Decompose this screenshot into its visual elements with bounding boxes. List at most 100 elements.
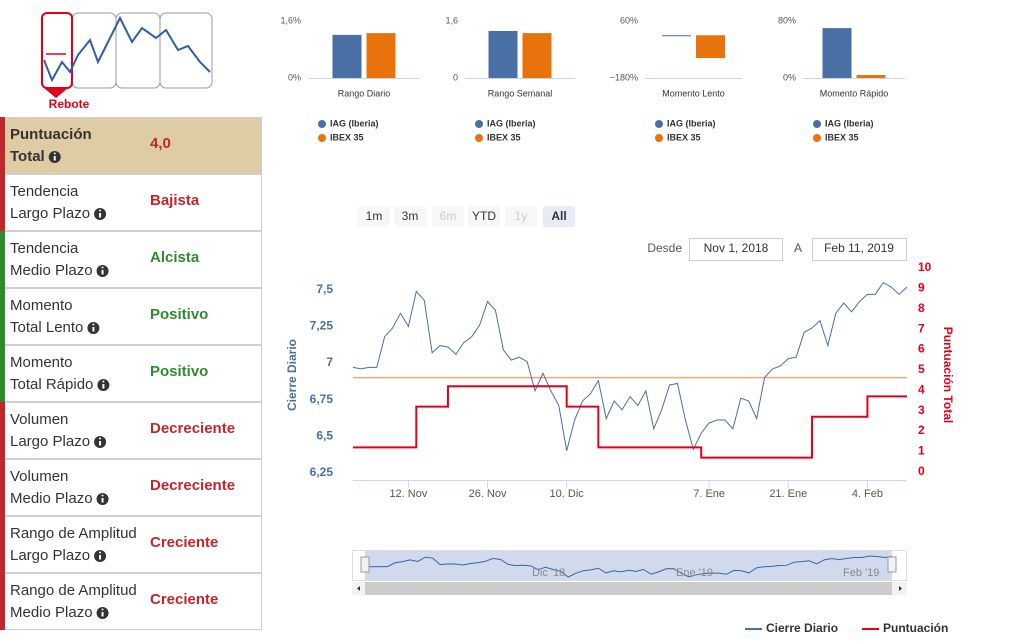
bar — [822, 28, 852, 78]
legend-marker — [475, 134, 483, 142]
range-button-label[interactable]: YTD — [472, 209, 496, 223]
row-value: Positivo — [150, 306, 208, 323]
date-from[interactable]: Nov 1, 2018 — [704, 241, 769, 255]
legend-marker — [318, 120, 326, 128]
row — [0, 573, 262, 630]
row-status-bar — [0, 402, 5, 459]
legend-marker — [655, 120, 663, 128]
row-status-bar — [0, 573, 5, 630]
range-button[interactable] — [394, 206, 426, 227]
row-label: Medio Plazo — [10, 262, 93, 279]
row-label: Total Rápido — [10, 376, 93, 393]
legend-label: IAG (Iberia) — [330, 118, 379, 128]
row-label: Volumen — [10, 468, 68, 485]
legend-label: IBEX 35 — [487, 132, 521, 142]
info-icon-dot — [102, 380, 105, 383]
navigator-label: Dic '18 — [532, 567, 565, 579]
legend-label: IBEX 35 — [330, 132, 364, 142]
chart-title: Momento Lento — [662, 88, 725, 98]
range-button-label: 1y — [515, 209, 528, 223]
scrollbar-thumb[interactable] — [365, 582, 892, 595]
navigator-line — [364, 555, 893, 578]
row — [0, 516, 262, 573]
row-status-bar — [0, 288, 5, 345]
y2-tick-label: 3 — [918, 403, 925, 417]
legend-label[interactable]: Cierre Diario — [766, 621, 838, 635]
row-status-bar — [0, 117, 5, 174]
scroll-right[interactable] — [899, 586, 902, 591]
row-value: Positivo — [150, 363, 208, 380]
range-button-label[interactable]: 3m — [402, 209, 419, 223]
date-from-label: Desde — [647, 241, 682, 255]
y-axis-title: Cierre Diario — [285, 339, 299, 411]
navigator-selection — [365, 551, 892, 580]
logo-icon — [41, 12, 213, 98]
y2-tick-label: 6 — [918, 342, 925, 356]
range-button-label[interactable]: All — [551, 209, 566, 223]
row-value: Alcista — [150, 249, 200, 266]
bar — [522, 33, 552, 78]
row-label: Tendencia — [10, 183, 79, 200]
chart-title: Rango Semanal — [488, 88, 553, 98]
row — [0, 459, 262, 516]
y2-axis-title: Puntuación Total — [941, 327, 955, 423]
y-tick-label: 80% — [778, 15, 796, 25]
row — [0, 174, 262, 231]
y-tick-label: 1,6% — [280, 15, 301, 25]
navigator-label: Ene '19 — [676, 567, 713, 579]
info-icon-dot — [99, 209, 102, 212]
row-label: Puntuación — [10, 126, 92, 143]
row-label: Momento — [10, 297, 73, 314]
row-label: Tendencia — [10, 240, 79, 257]
legend-marker — [813, 120, 821, 128]
row-value: Decreciente — [150, 420, 235, 437]
row-status-bar — [0, 174, 5, 231]
row-label: Total Lento — [10, 319, 83, 336]
scroll-left[interactable] — [357, 586, 360, 591]
range-button[interactable] — [543, 206, 575, 227]
y-tick-label: 7,5 — [316, 282, 333, 296]
y2-tick-label: 7 — [918, 321, 925, 335]
y-tick-label: 0% — [783, 72, 796, 82]
y-tick-label: 6,5 — [316, 428, 333, 442]
bar — [488, 30, 518, 79]
legend-label: IBEX 35 — [667, 132, 701, 142]
row-status-bar — [0, 345, 5, 402]
y2-tick-label: 8 — [918, 301, 925, 315]
row-label: Rango de Amplitud — [10, 582, 137, 599]
bar — [332, 34, 362, 78]
y-tick-label: −180% — [610, 72, 638, 82]
range-button[interactable] — [358, 206, 390, 227]
range-button — [505, 206, 537, 227]
bar — [696, 35, 725, 59]
row-label: Rango de Amplitud — [10, 525, 137, 542]
date-to-input[interactable] — [812, 238, 907, 261]
y2-tick-label: 9 — [918, 281, 925, 295]
legend-label[interactable]: Puntuación — [883, 621, 948, 635]
row-label: Medio Plazo — [10, 490, 93, 507]
info-icon-dot — [53, 152, 56, 155]
bar — [662, 35, 691, 37]
navigator-handle[interactable] — [360, 556, 370, 573]
y2-tick-label: 1 — [918, 444, 925, 458]
range-button-label[interactable]: 1m — [366, 209, 383, 223]
chart-title: Rango Diario — [338, 88, 391, 98]
y-tick-label: 60% — [620, 15, 638, 25]
info-icon-dot — [99, 437, 102, 440]
x-tick-label: 12. Nov — [389, 488, 427, 500]
y-tick-label: 7 — [326, 355, 333, 369]
date-to-label: A — [794, 241, 802, 255]
y-tick-label: 7,25 — [310, 319, 334, 333]
range-button[interactable] — [468, 206, 500, 227]
navigator-handle[interactable] — [887, 556, 897, 573]
bar — [366, 33, 396, 78]
info-icon-dot — [101, 266, 104, 269]
x-tick-label: 7. Ene — [693, 488, 725, 500]
chart-title: Momento Rápido — [820, 88, 889, 98]
legend-marker — [318, 134, 326, 142]
row-label: Medio Plazo — [10, 604, 93, 621]
date-to[interactable]: Feb 11, 2019 — [824, 241, 894, 255]
logo-label: Rebote — [49, 97, 90, 111]
date-from-input[interactable] — [689, 238, 783, 261]
